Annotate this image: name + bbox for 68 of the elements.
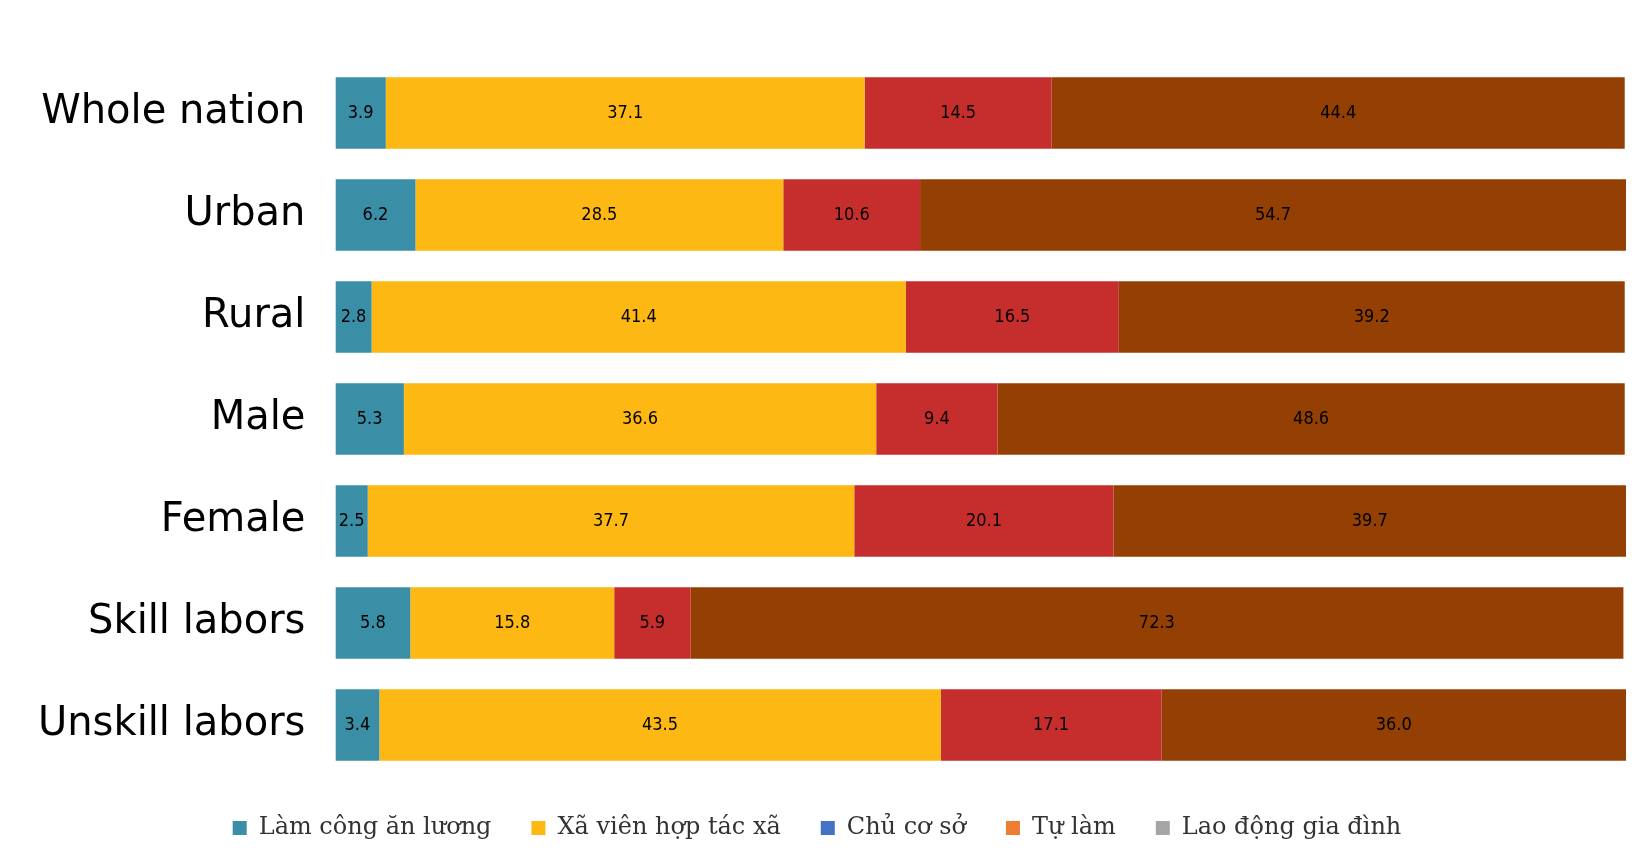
bar	[415, 179, 784, 251]
data-label: 41.4	[620, 304, 657, 326]
data-label: 48.6	[1293, 406, 1330, 428]
y-tick-label: Urban	[184, 188, 306, 235]
bar	[403, 383, 877, 455]
data-label: 3.9	[347, 100, 374, 122]
bar	[367, 485, 855, 557]
data-label: 72.3	[1138, 610, 1175, 632]
y-tick-label: Whole nation	[41, 86, 306, 133]
data-label: 3.4	[344, 712, 371, 734]
bar	[335, 77, 386, 149]
data-label: 36.6	[622, 406, 659, 428]
bar	[905, 281, 1119, 353]
legend-label: Tự làm	[1031, 812, 1117, 841]
bar	[335, 689, 380, 761]
y-tick-label: Skill labors	[88, 596, 306, 643]
data-label: 2.5	[338, 508, 365, 530]
bar	[783, 179, 921, 251]
legend-label: Chủ cơ sở	[846, 812, 968, 841]
y-tick-label: Rural	[202, 290, 306, 337]
data-label: 36.0	[1375, 712, 1412, 734]
bar	[1113, 485, 1626, 557]
bar	[335, 281, 372, 353]
y-tick-label: Female	[160, 494, 306, 541]
data-label: 37.7	[592, 508, 630, 530]
bar	[335, 383, 404, 455]
bar	[1161, 689, 1626, 761]
data-label: 37.1	[607, 100, 644, 122]
bar	[997, 383, 1625, 455]
bar	[385, 77, 865, 149]
legend-label: Lao động gia đình	[1181, 812, 1402, 841]
y-tick-label: Male	[210, 392, 306, 439]
data-label: 9.4	[923, 406, 950, 428]
data-label: 54.7	[1255, 202, 1292, 224]
bar	[614, 587, 691, 659]
bar	[335, 587, 411, 659]
bar	[379, 689, 941, 761]
bar	[920, 179, 1626, 251]
data-label: 6.2	[362, 202, 389, 224]
bar	[940, 689, 1162, 761]
data-label: 44.4	[1320, 100, 1357, 122]
legend-label: Xã viên hợp tác xã	[557, 812, 781, 841]
data-label: 15.8	[494, 610, 531, 632]
data-label: 28.5	[581, 202, 618, 224]
legend-label: Làm công ăn lương	[258, 812, 492, 841]
data-label: 43.5	[642, 712, 679, 734]
bar	[1051, 77, 1625, 149]
bar	[335, 179, 416, 251]
y-tick-label: Unskill labors	[37, 698, 306, 745]
data-label: 17.1	[1033, 712, 1070, 734]
bar	[876, 383, 998, 455]
data-label: 39.7	[1351, 508, 1388, 530]
data-label: 20.1	[965, 508, 1002, 530]
bar	[854, 485, 1114, 557]
data-label: 5.3	[356, 406, 383, 428]
data-label: 16.5	[994, 304, 1031, 326]
data-label: 10.6	[833, 202, 870, 224]
data-label: 39.2	[1353, 304, 1390, 326]
bar	[864, 77, 1052, 149]
bar	[335, 485, 368, 557]
data-label: 14.5	[940, 100, 977, 122]
data-label: 5.9	[639, 610, 666, 632]
bar	[371, 281, 906, 353]
bar	[690, 587, 1624, 659]
bar	[1118, 281, 1625, 353]
bar	[410, 587, 615, 659]
data-label: 2.8	[340, 304, 367, 326]
data-label: 5.8	[360, 610, 386, 632]
